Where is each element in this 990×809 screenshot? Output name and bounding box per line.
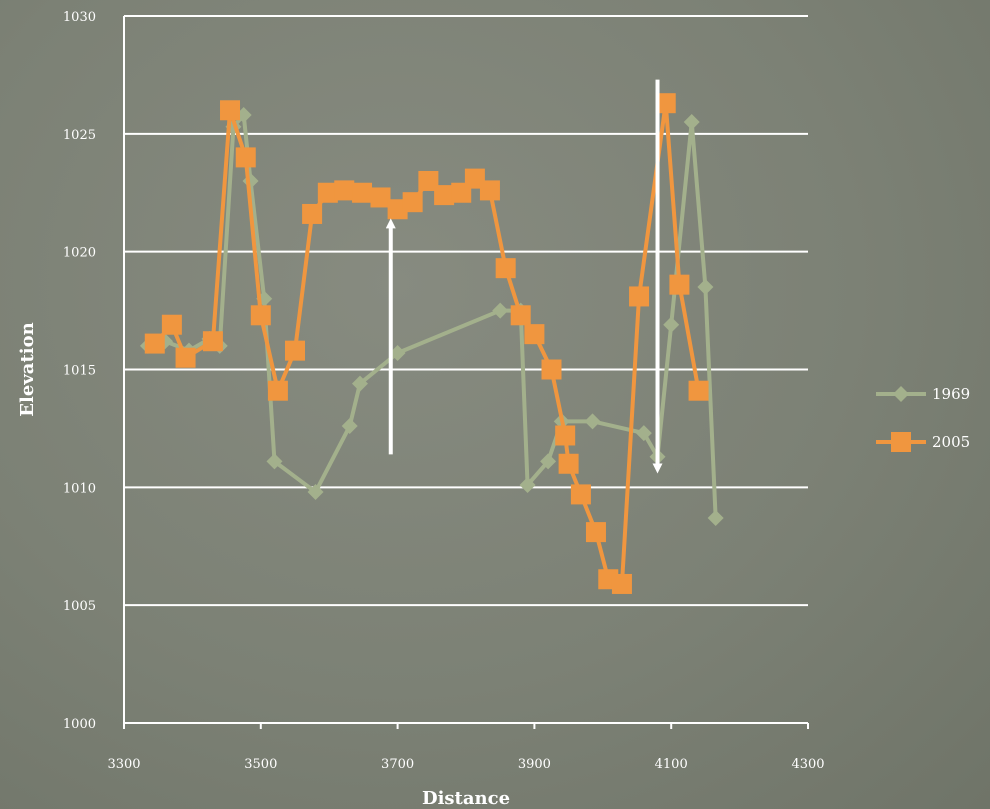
data-point-2005	[334, 180, 355, 201]
data-point-2005	[418, 170, 439, 191]
x-tick-label: 3300	[107, 757, 140, 772]
data-point-2005	[585, 522, 606, 543]
data-point-1969	[389, 345, 406, 362]
data-point-1969	[492, 302, 509, 319]
data-point-2005	[302, 203, 323, 224]
y-tick-label: 1025	[63, 128, 96, 143]
y-tick-label: 1010	[63, 481, 96, 496]
data-point-2005	[495, 258, 516, 279]
data-point-1969	[683, 114, 700, 131]
data-point-1969	[307, 484, 324, 501]
axes	[123, 16, 809, 729]
y-tick-label: 1000	[63, 717, 96, 732]
data-point-1969	[351, 375, 368, 392]
data-point-2005	[267, 380, 288, 401]
data-point-1969	[697, 279, 714, 296]
x-tick-label: 3700	[381, 757, 414, 772]
data-point-2005	[669, 274, 690, 295]
legend-marker-1969	[893, 386, 909, 402]
data-point-1969	[540, 453, 557, 470]
data-point-2005	[285, 340, 305, 361]
legend: 1969 2005	[876, 385, 970, 452]
y-axis-title: Elevation	[17, 322, 38, 416]
x-axis-title: Distance	[422, 788, 510, 809]
data-point-2005	[611, 573, 632, 594]
data-point-1969	[266, 453, 283, 470]
x-tick-label: 4100	[655, 757, 688, 772]
data-point-1969	[635, 425, 652, 442]
x-tick-label: 4300	[791, 757, 824, 772]
data-point-2005	[629, 286, 650, 307]
tick-labels: 1000 1005 1010 1015 1020 1025 1030 3300 3500 3700…	[63, 10, 825, 772]
x-tick-label: 3500	[244, 757, 277, 772]
data-point-2005	[352, 182, 373, 203]
data-point-2005	[402, 192, 423, 213]
data-point-2005	[570, 484, 591, 505]
legend-label-1969: 1969	[932, 385, 970, 403]
y-tick-label: 1015	[63, 364, 96, 379]
data-point-2005	[524, 324, 545, 345]
data-point-2005	[144, 333, 165, 354]
data-point-2005	[235, 147, 256, 168]
data-point-1969	[707, 509, 724, 526]
data-point-2005	[220, 100, 241, 121]
data-point-2005	[202, 331, 223, 352]
data-point-2005	[510, 305, 531, 326]
data-point-2005	[655, 93, 676, 114]
data-point-2005	[464, 168, 485, 189]
series-markers	[139, 93, 724, 594]
y-tick-label: 1030	[63, 10, 96, 25]
data-point-2005	[479, 180, 500, 201]
data-point-2005	[370, 187, 391, 208]
data-point-1969	[584, 413, 601, 430]
data-point-1969	[663, 316, 680, 333]
data-point-1969	[519, 476, 536, 493]
data-point-2005	[434, 185, 455, 206]
y-tick-label: 1005	[63, 599, 96, 614]
data-point-2005	[387, 199, 408, 220]
y-tick-label: 1020	[63, 246, 96, 261]
data-point-2005	[555, 425, 576, 446]
annotations	[385, 79, 663, 474]
data-point-2005	[175, 347, 196, 368]
data-point-2005	[161, 314, 182, 335]
data-point-1969	[341, 418, 358, 435]
legend-label-2005: 2005	[932, 433, 970, 451]
data-point-2005	[317, 182, 338, 203]
legend-marker-2005	[891, 432, 911, 452]
data-point-2005	[558, 453, 579, 474]
data-point-2005	[688, 380, 709, 401]
data-point-2005	[541, 359, 562, 380]
data-point-2005	[250, 305, 271, 326]
x-tick-label: 3900	[518, 757, 551, 772]
